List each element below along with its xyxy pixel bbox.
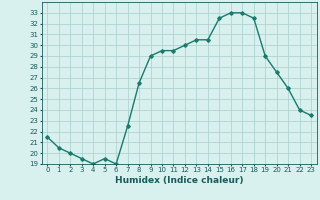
X-axis label: Humidex (Indice chaleur): Humidex (Indice chaleur) bbox=[115, 176, 244, 185]
